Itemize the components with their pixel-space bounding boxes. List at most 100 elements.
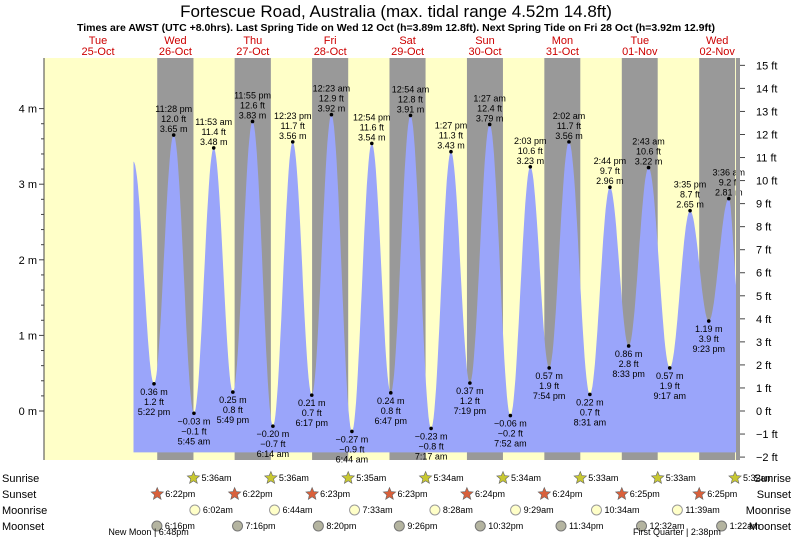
tide-extreme-label: −0.7 ft <box>260 439 286 449</box>
tide-extreme-label: 12.0 ft <box>161 114 187 124</box>
tide-extreme-label: 3:35 pm <box>674 180 707 190</box>
day-label-dow: Wed <box>164 35 186 47</box>
right-axis-tick-label: 0 ft <box>756 406 771 418</box>
sunrise-time: 5:34am <box>434 473 464 483</box>
right-axis-tick-label: 1 ft <box>756 383 771 395</box>
moonrise-time: 10:34am <box>604 505 639 515</box>
left-axis-tick-label: 1 m <box>19 330 37 342</box>
tide-extreme-label: 3.83 m <box>239 110 267 120</box>
right-axis-feet: −2 ft −1 ft 0 ft 1 ft 2 ft 3 ft 4 ft 5 ft 6 ft 7 … <box>740 60 778 464</box>
astro-row-label-left: Sunset <box>2 489 36 501</box>
tide-extreme-label: 11:53 am <box>195 117 232 127</box>
sunset-star-icon <box>227 486 242 500</box>
day-label-date: 02-Nov <box>699 46 735 58</box>
moonset-icon <box>151 520 163 532</box>
moonset-time: 8:20pm <box>326 521 356 531</box>
tide-extreme-label: 12.8 ft <box>398 94 424 104</box>
sunset-star-icon <box>692 486 707 500</box>
tide-extreme-label: 6:14 am <box>257 449 290 459</box>
moonrise-icon <box>590 504 602 516</box>
tide-extreme-label: −0.1 ft <box>181 426 207 436</box>
tide-extreme-label: 12:54 am <box>392 84 430 94</box>
tide-extreme-point <box>370 141 374 146</box>
moonrise-time: 9:29am <box>524 505 554 515</box>
left-axis-tick-label: 2 m <box>19 255 37 267</box>
tide-extreme-label: 1.2 ft <box>460 396 481 406</box>
moonset-icon <box>393 520 405 532</box>
tide-extreme-label: 2:03 pm <box>514 136 547 146</box>
tide-extreme-label: 7:54 pm <box>533 391 566 401</box>
tide-extreme-label: 7:17 am <box>415 451 448 461</box>
tide-extreme-label: 2.96 m <box>596 176 624 186</box>
sunset-time: 6:23pm <box>397 489 427 499</box>
sunrise-star-icon <box>496 470 510 484</box>
tide-extreme-point <box>408 113 413 118</box>
tide-extreme-label: 3.22 m <box>635 157 663 167</box>
chart-subtitle: Times are AWST (UTC +8.0hrs). Last Sprin… <box>77 22 715 34</box>
tide-extreme-label: 12:23 pm <box>274 111 312 121</box>
tide-extreme-label: 11.3 ft <box>439 131 464 141</box>
tide-extreme-label: 6:47 pm <box>375 416 408 426</box>
moonrise-icon <box>429 504 441 516</box>
tide-extreme-label: 9:23 pm <box>692 344 725 354</box>
tide-extreme-label: −0.03 m <box>178 416 211 426</box>
astro-row-label-right: Sunset <box>757 489 791 501</box>
tide-extreme-label: 5:22 pm <box>138 407 171 417</box>
day-label-date: 25-Oct <box>81 46 114 58</box>
sunrise-time: 5:36am <box>279 473 309 483</box>
tide-extreme-label: 2:44 pm <box>594 156 627 166</box>
tide-extreme-label: 3:36 am <box>713 168 746 178</box>
tide-extreme-point <box>329 112 334 117</box>
right-axis-tick-label: 8 ft <box>756 222 771 234</box>
tide-extreme-label: 3.92 m <box>318 104 346 114</box>
moonset-time: 7:16pm <box>246 521 276 531</box>
left-axis-tick-label: 4 m <box>19 104 37 116</box>
astro-rows: Sunrise Sunrise Sunset Sunset Moonrise Moonri… <box>2 470 791 537</box>
day-label-date: 29-Oct <box>391 46 424 58</box>
tide-extreme-label: 0.86 m <box>615 349 643 359</box>
right-axis-tick-label: 13 ft <box>756 106 777 118</box>
sunrise-star-icon <box>263 470 278 484</box>
right-axis-tick-label: 4 ft <box>756 314 771 326</box>
sunset-star-icon <box>150 486 165 500</box>
tide-extreme-label: 7:52 am <box>494 439 527 449</box>
day-label-date: 30-Oct <box>468 46 501 58</box>
tide-curve-area <box>133 114 739 453</box>
astro-row-label-left: Sunrise <box>2 473 39 485</box>
sunrise-time: 5:34am <box>511 473 541 483</box>
moonset-icon <box>312 520 324 532</box>
tide-extreme-label: 1.9 ft <box>660 381 681 391</box>
right-axis-tick-label: 11 ft <box>756 153 777 165</box>
right-axis-tick-label: −1 ft <box>756 429 778 441</box>
sunrise-star-icon <box>418 470 433 484</box>
sunset-time: 6:24pm <box>475 489 505 499</box>
moonset-time: 11:34pm <box>569 521 603 531</box>
tide-extreme-label: 1.2 ft <box>144 397 165 407</box>
moonrise-time: 6:02am <box>203 505 233 515</box>
tide-extreme-point <box>468 381 472 385</box>
right-axis-tick-label: 12 ft <box>756 129 777 141</box>
sunset-star-icon <box>305 486 320 500</box>
tide-extreme-label: 11.7 ft <box>281 121 306 131</box>
tide-extreme-label: 1:27 am <box>473 93 506 103</box>
tide-extreme-point <box>350 429 354 434</box>
astro-row-label-left: Moonset <box>2 521 44 533</box>
day-label-dow: Thu <box>243 35 262 47</box>
left-axis-tick-label: 3 m <box>19 179 37 191</box>
day-label-date: 26-Oct <box>159 46 192 58</box>
tide-extreme-point <box>588 392 592 397</box>
day-label-dow: Fri <box>324 35 337 47</box>
moon-phase-label: New Moon | 6:48pm <box>108 527 188 537</box>
tide-extreme-label: 2.8 ft <box>619 359 640 369</box>
tide-extreme-point <box>688 208 692 213</box>
moonset-icon <box>232 520 244 532</box>
tide-extreme-label: 0.7 ft <box>580 407 601 417</box>
day-labels: Tue25-OctWed26-OctThu27-OctFri28-OctSat2… <box>81 35 735 58</box>
tide-extreme-label: 8:31 am <box>574 417 607 427</box>
day-label-dow: Sat <box>399 35 416 47</box>
tide-extreme-label: 3.23 m <box>517 156 545 166</box>
moonset-time: 6:16pm <box>165 521 195 531</box>
tide-extreme-label: −0.2 ft <box>498 429 524 439</box>
